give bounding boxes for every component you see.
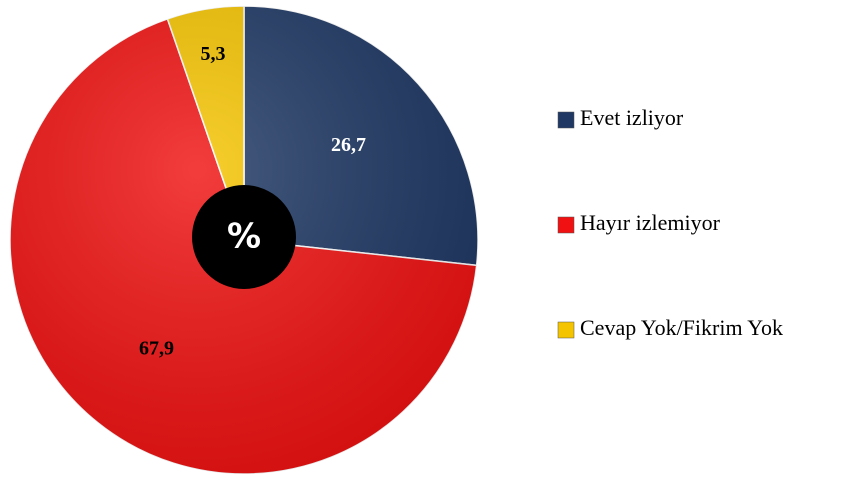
legend-swatch — [557, 216, 575, 234]
legend-swatch — [557, 111, 575, 129]
data-label: 5,3 — [200, 43, 225, 65]
data-label: 67,9 — [139, 337, 174, 359]
legend-swatch — [557, 321, 575, 339]
center-label: % — [227, 217, 261, 257]
legend-label: Evet izliyor — [580, 105, 684, 130]
legend-label: Cevap Yok/Fikrim Yok — [580, 315, 783, 340]
center-badge — [192, 185, 296, 289]
legend-label: Hayır izlemiyor — [580, 210, 721, 235]
data-label: 26,7 — [331, 134, 366, 156]
